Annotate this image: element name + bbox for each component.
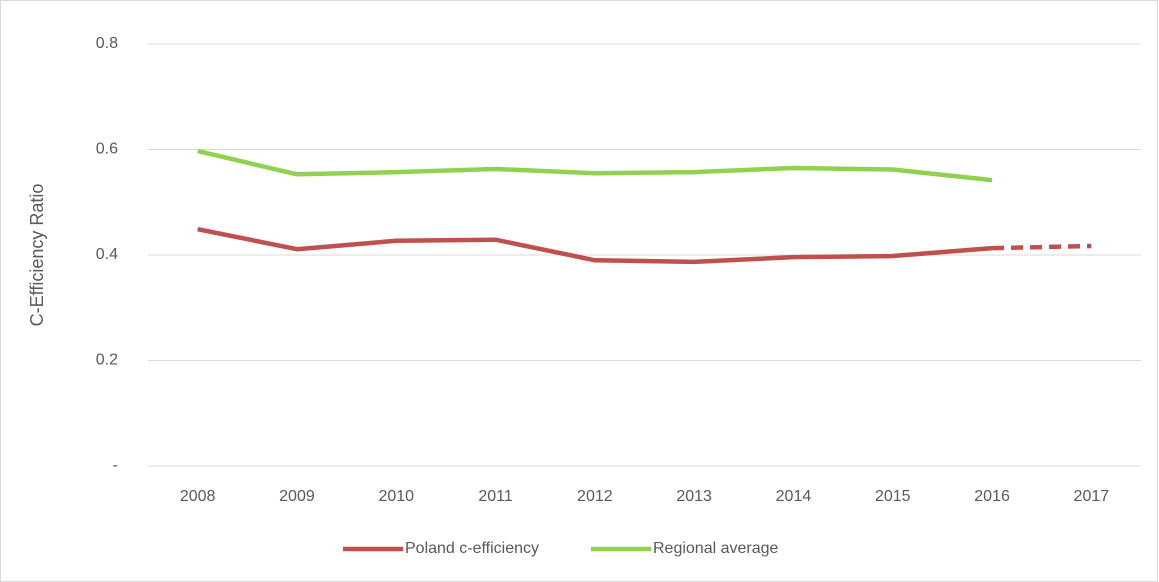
x-tick-label: 2012: [577, 488, 613, 505]
x-tick-label: 2015: [875, 488, 911, 505]
x-tick-label: 2013: [676, 488, 712, 505]
x-tick-label: 2008: [180, 488, 216, 505]
x-tick-label: 2014: [776, 488, 812, 505]
legend-label: Poland c-efficiency: [405, 540, 539, 557]
y-tick-label: 0.4: [96, 246, 118, 263]
legend-label: Regional average: [653, 540, 779, 557]
x-tick-label: 2010: [378, 488, 414, 505]
line: [197, 226, 993, 265]
y-tick-label: 0.2: [96, 352, 118, 369]
y-tick-label: 0.8: [96, 35, 118, 52]
line-dashed: [992, 243, 1092, 251]
y-tick-label: 0.6: [96, 141, 118, 158]
x-tick-label: 2016: [974, 488, 1010, 505]
y-tick-label: -: [113, 457, 118, 474]
x-tick-label: 2017: [1074, 488, 1110, 505]
x-tick-label: 2009: [279, 488, 315, 505]
y-axis-label: C-Efficiency Ratio: [27, 184, 47, 327]
line: [197, 148, 993, 183]
x-tick-label: 2011: [478, 488, 513, 505]
